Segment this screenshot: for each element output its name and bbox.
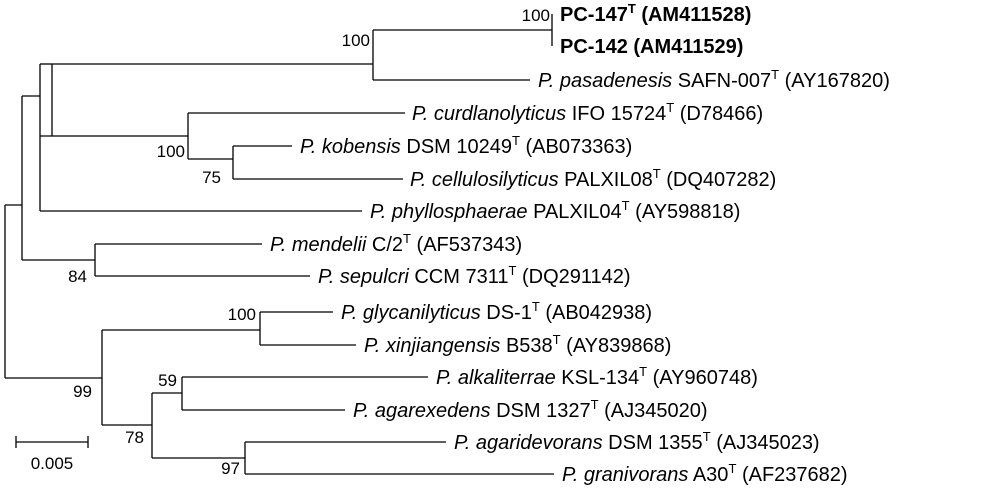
taxon-label: PC-147T (AM411528) <box>560 1 751 26</box>
taxon-label: P. kobensis DSM 10249T (AB073363) <box>300 133 632 158</box>
taxon-label: P. phyllosphaerae PALXIL04T (AY598818) <box>370 198 740 223</box>
bootstrap-value: 78 <box>125 428 144 447</box>
bootstrap-value: 100 <box>522 6 550 25</box>
bootstrap-value: 97 <box>221 459 240 478</box>
taxon-label: P. granivorans A30T (AF237682) <box>562 461 848 486</box>
taxon-label: P. agarexedens DSM 1327T (AJ345020) <box>353 397 708 422</box>
bootstrap-value: 84 <box>68 267 87 286</box>
taxon-label: P. alkaliterrae KSL-134T (AY960748) <box>436 364 758 389</box>
taxon-label: P. sepulcri CCM 7311T (DQ291142) <box>318 263 631 288</box>
bootstrap-value: 99 <box>73 382 92 401</box>
bootstrap-value: 100 <box>157 142 185 161</box>
taxon-labels: PC-147T (AM411528) PC-142 (AM411529) P. pa… <box>270 1 890 486</box>
taxon-label: P. curdlanolyticus IFO 15724T (D78466) <box>412 100 763 125</box>
bootstrap-value: 75 <box>202 168 221 187</box>
taxon-label: P. mendelii C/2T (AF537343) <box>270 231 522 256</box>
scale-bar: 0.005 <box>15 436 89 473</box>
taxon-label: P. cellulosilyticus PALXIL08T (DQ407282) <box>410 166 776 191</box>
tree-branches <box>4 14 554 475</box>
bootstrap-value: 100 <box>228 305 256 324</box>
taxon-label: PC-142 (AM411529) <box>560 36 743 58</box>
taxon-label: P. agaridevorans DSM 1355T (AJ345023) <box>454 429 820 454</box>
taxon-label: P. glycanilyticus DS-1T (AB042938) <box>341 299 652 324</box>
bootstrap-value: 59 <box>158 371 177 390</box>
scale-bar-label: 0.005 <box>31 454 74 473</box>
taxon-label: P. xinjiangensis B538T (AY839868) <box>364 332 671 357</box>
bootstrap-value: 100 <box>342 31 370 50</box>
taxon-label: P. pasadenesis SAFN-007T (AY167820) <box>538 67 890 92</box>
bootstrap-values: 100 100 100 75 84 100 99 59 78 97 <box>68 6 550 478</box>
